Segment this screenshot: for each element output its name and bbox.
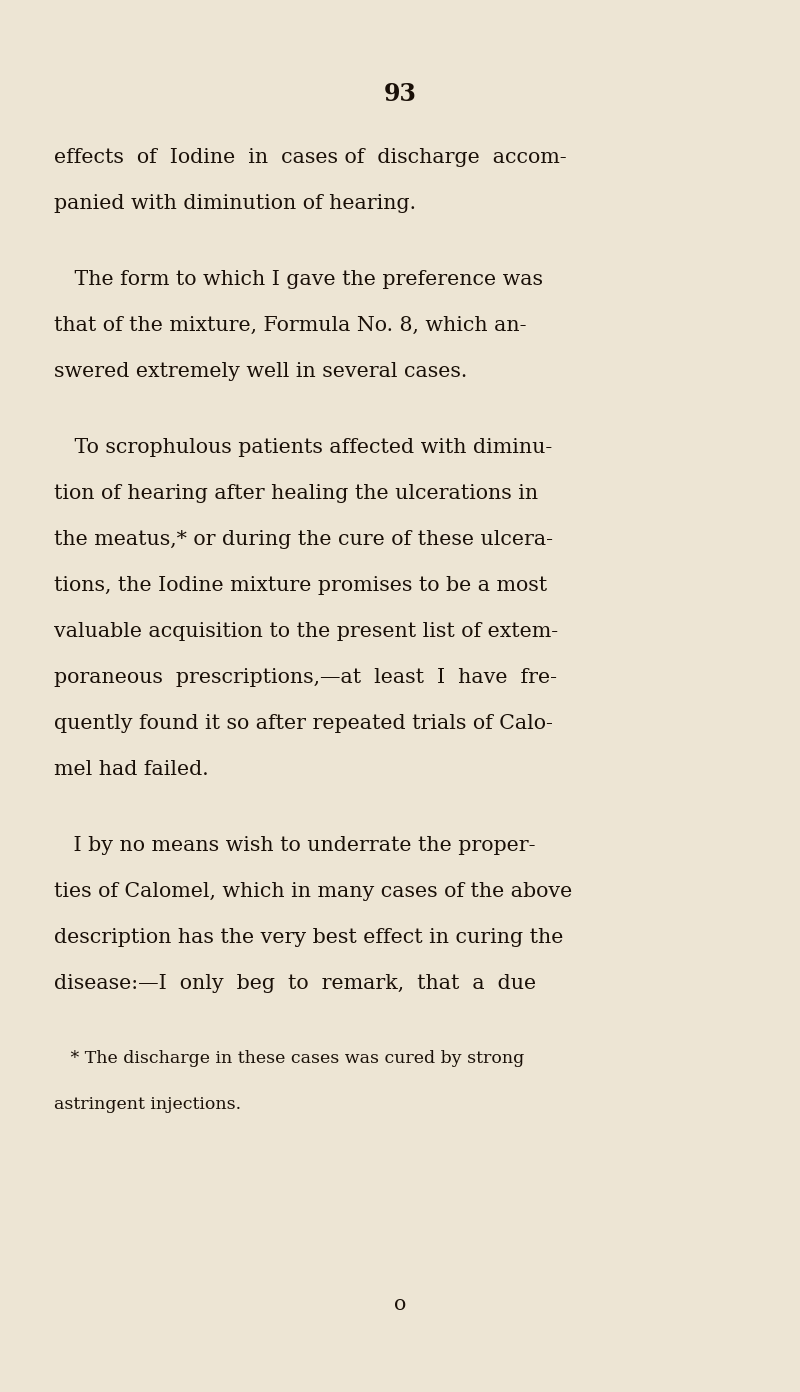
Text: The form to which I gave the preference was: The form to which I gave the preference … [54, 270, 543, 290]
Text: tions, the Iodine mixture promises to be a most: tions, the Iodine mixture promises to be… [54, 576, 547, 594]
Text: quently found it so after repeated trials of Calo-: quently found it so after repeated trial… [54, 714, 554, 734]
Text: the meatus,* or during the cure of these ulcera-: the meatus,* or during the cure of these… [54, 530, 554, 548]
Text: disease:—I  only  beg  to  remark,  that  a  due: disease:—I only beg to remark, that a du… [54, 974, 537, 992]
Text: mel had failed.: mel had failed. [54, 760, 209, 780]
Text: ties of Calomel, which in many cases of the above: ties of Calomel, which in many cases of … [54, 883, 573, 901]
Text: panied with diminution of hearing.: panied with diminution of hearing. [54, 193, 416, 213]
Text: 93: 93 [383, 82, 417, 106]
Text: o: o [394, 1295, 406, 1314]
Text: * The discharge in these cases was cured by strong: * The discharge in these cases was cured… [54, 1050, 525, 1068]
Text: effects  of  Iodine  in  cases of  discharge  accom-: effects of Iodine in cases of discharge … [54, 148, 567, 167]
Text: swered extremely well in several cases.: swered extremely well in several cases. [54, 362, 468, 381]
Text: valuable acquisition to the present list of extem-: valuable acquisition to the present list… [54, 622, 558, 640]
Text: description has the very best effect in curing the: description has the very best effect in … [54, 928, 564, 947]
Text: that of the mixture, Formula No. 8, which an-: that of the mixture, Formula No. 8, whic… [54, 316, 527, 335]
Text: tion of hearing after healing the ulcerations in: tion of hearing after healing the ulcera… [54, 484, 538, 503]
Text: poraneous  prescriptions,—at  least  I  have  fre-: poraneous prescriptions,—at least I have… [54, 668, 558, 688]
Text: To scrophulous patients affected with diminu-: To scrophulous patients affected with di… [54, 438, 553, 457]
Text: astringent injections.: astringent injections. [54, 1096, 242, 1114]
Text: I by no means wish to underrate the proper-: I by no means wish to underrate the prop… [54, 837, 536, 855]
